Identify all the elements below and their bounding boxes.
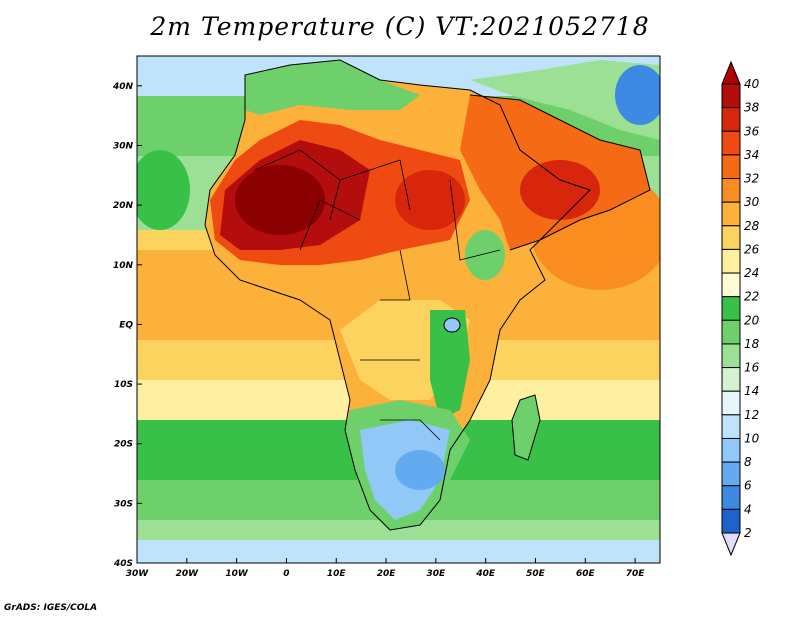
sudan-heat: [395, 170, 465, 230]
colorbar-label: 22: [744, 290, 759, 304]
colorbar-segment: [721, 461, 741, 487]
lat-tick-label: 40S: [113, 559, 133, 569]
lon-tick-label: 30E: [427, 569, 447, 579]
latitude-ticks: 40N 30N 20N 10N EQ 10S 20S 30S 40S: [112, 82, 142, 569]
colorbar-segment: [721, 367, 741, 392]
colorbar-label: 12: [744, 408, 759, 422]
colorbar-label: 18: [744, 337, 760, 351]
colorbar-label: 30: [744, 195, 760, 209]
colorbar-segment: [721, 154, 741, 180]
colorbar-label: 34: [744, 148, 759, 162]
madagascar-coastline: [511, 394, 541, 461]
lake-victoria: [443, 317, 461, 333]
colorbar-segment: [721, 107, 741, 132]
longitude-ticks: 30W 20W 10W 0 10E 20E 30E 40E 50E 60E 70E: [126, 558, 646, 579]
map-field: [137, 56, 660, 563]
colorbar-segment: [721, 343, 741, 369]
map-title: 2m Temperature (C) VT:2021052718: [150, 12, 650, 41]
southern-cool-band: [137, 540, 660, 563]
colorbar-label: 10: [744, 431, 760, 445]
colorbar-label: 14: [744, 384, 759, 398]
colorbar-label: 28: [744, 219, 760, 233]
madagascar: [512, 395, 540, 460]
colorbar-segment: [721, 437, 741, 463]
colorbar-segment: [721, 83, 741, 109]
lat-tick-label: 40N: [112, 82, 134, 92]
colorbar-label: 6: [744, 479, 752, 493]
colorbar-segment: [721, 296, 741, 321]
colorbar-segment: [721, 248, 741, 274]
lat-tick-label: 30S: [114, 499, 133, 509]
colorbar-label: 4: [744, 502, 752, 516]
colorbar-segment: [721, 414, 741, 439]
lat-tick-label: 10S: [114, 380, 133, 390]
lon-tick-label: 10W: [225, 569, 249, 579]
colorbar-label: 26: [744, 242, 760, 256]
east-african-highlands: [430, 310, 470, 420]
lat-tick-label: 10N: [113, 261, 134, 271]
colorbar-segment: [721, 319, 741, 345]
software-credit: GrADS: IGES/COLA: [4, 603, 98, 613]
lat-tick-label: 30N: [113, 141, 134, 151]
colorbar-label: 8: [744, 455, 752, 469]
colorbar-bottom-arrow: [721, 532, 741, 557]
colorbar-label: 36: [744, 124, 760, 138]
plot-frame: [136, 55, 661, 564]
lon-tick-label: 40E: [475, 569, 496, 579]
lon-tick-label: 60E: [576, 569, 596, 579]
colorbar-segment: [721, 272, 741, 298]
lon-tick-label: 70E: [626, 569, 646, 579]
africa-coastline: [204, 59, 591, 531]
colorbar-segment: [721, 485, 741, 510]
country-borders: [254, 149, 501, 441]
colorbar-label: 32: [744, 172, 759, 186]
lat-tick-label: 20N: [113, 201, 134, 211]
lon-tick-label: 30W: [126, 569, 150, 579]
colorbar-segment: [721, 178, 741, 203]
colorbar-segment: [721, 508, 741, 534]
colorbar-label: 16: [744, 361, 760, 375]
lon-tick-label: 50E: [526, 569, 546, 579]
colorbar-segment: [721, 130, 741, 156]
ethiopia-highlands: [465, 230, 505, 280]
colorbar-segment: [721, 225, 741, 250]
lon-tick-label: 20W: [176, 569, 200, 579]
colorbar: 40 38 36 34 32 30 28 26 24 22 20 18 16 14 12 10 8 6 4 2: [721, 60, 760, 557]
highveld-cold: [395, 450, 445, 490]
colorbar-segment: [721, 201, 741, 227]
colorbar-segment: [721, 390, 741, 416]
arabia-hot-core: [520, 160, 600, 220]
lon-tick-label: 0: [283, 569, 289, 579]
middle-east-north: [470, 60, 660, 140]
colorbar-label: 40: [744, 77, 760, 91]
arabia-coastline: [469, 94, 651, 251]
lon-tick-label: 10E: [327, 569, 347, 579]
lat-tick-label: 20S: [114, 440, 133, 450]
colorbar-label: 20: [744, 313, 760, 327]
canary-current-cool: [137, 150, 190, 230]
mali-peak-heat: [235, 165, 325, 235]
colorbar-label: 24: [744, 266, 759, 280]
maghreb-cool-coast: [245, 60, 420, 115]
iran-highland-cool: [615, 65, 660, 125]
colorbar-label: 38: [744, 101, 760, 115]
lat-tick-label: EQ: [119, 320, 133, 330]
lon-tick-label: 20E: [377, 569, 397, 579]
colorbar-label: 2: [744, 526, 752, 540]
colorbar-top-arrow: [721, 60, 741, 85]
